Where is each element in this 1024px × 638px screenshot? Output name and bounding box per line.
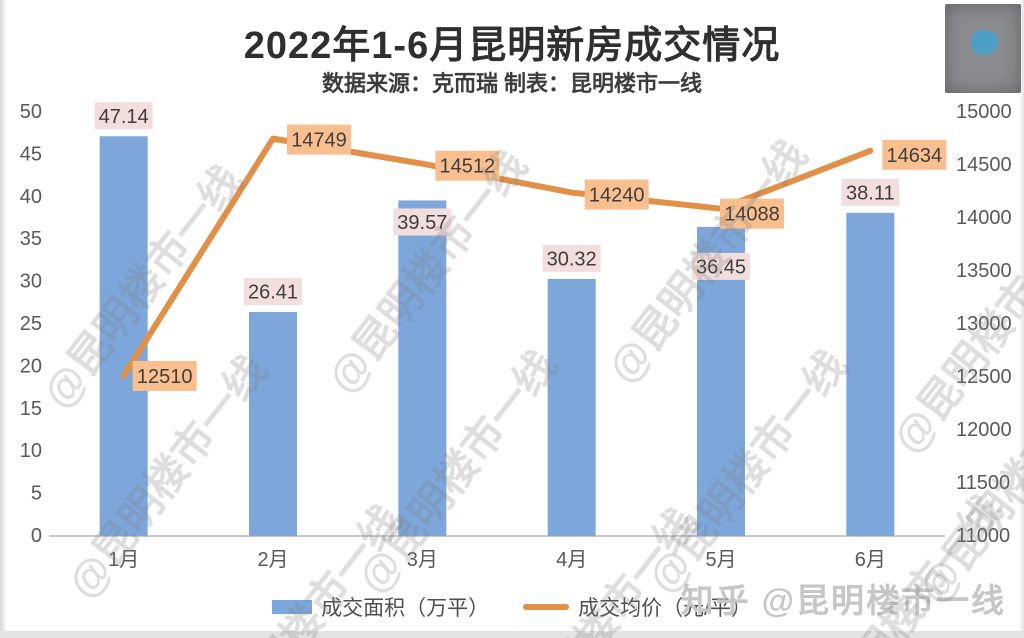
bar-value-label-box [692,252,750,280]
channel-logo [945,4,1021,93]
bar [547,278,596,536]
bar-value-label: 26.41 [248,282,298,304]
bar [249,312,297,536]
bar [846,212,895,536]
line-swatch-icon [523,604,570,610]
left-axis-tick: 45 [20,143,42,165]
left-axis-tick: 40 [20,186,42,208]
line-value-label-box [435,150,500,181]
line-value-label-box [132,360,197,391]
right-axis-tick: 14500 [956,154,1012,176]
bar-value-label-box [393,208,452,236]
legend-label-area: 成交面积（万平） [321,597,490,620]
bar-value-label: 39.57 [397,212,447,234]
chart-legend: 成交面积（万平） 成交均价（元/平） [0,592,1024,622]
bar [99,136,148,536]
bar-value-label-box [542,244,601,272]
right-axis-tick: 14000 [956,207,1012,229]
bar-value-label: 47.14 [99,106,149,128]
bar-swatch-icon [272,600,313,614]
line-value-label-box [882,139,947,170]
x-axis-label: 3月 [407,549,438,571]
image-edge-bottom [0,631,1024,638]
x-axis-label: 2月 [257,549,288,571]
bar-value-label: 30.32 [547,248,597,270]
right-axis-tick: 11500 [956,472,1010,494]
zhihu-credit: 知乎 @昆明楼市一线 [680,582,1006,619]
left-axis-tick: 25 [20,313,42,335]
right-axis-tick: 13000 [956,313,1012,335]
x-axis-label: 5月 [705,549,736,571]
x-axis-label: 1月 [108,549,139,571]
line-value-label-box [584,179,649,210]
bar-value-label: 38.11 [846,182,895,204]
image-edge-right [1019,0,1024,638]
legend-item-price: 成交均价（元/平） [523,592,752,622]
line-value-label: 14088 [724,204,780,226]
left-axis-tick: 30 [20,271,42,293]
right-axis-tick: 12000 [956,419,1012,441]
left-axis-tick: 20 [20,355,42,377]
bar [398,200,447,536]
right-axis-tick: 13500 [956,260,1012,282]
page-title: 2022年1-6月昆明新房成交情况 [243,25,781,67]
left-axis-tick: 10 [20,440,42,462]
left-axis-tick: 35 [20,228,42,250]
bar-value-label: 36.45 [696,256,746,278]
line-value-label: 14512 [440,156,496,178]
page-subtitle: 数据来源：克而瑞 制表：昆明楼市一线 [321,71,703,96]
left-axis-tick: 50 [20,101,42,123]
line-value-label-box [287,124,351,155]
x-axis-label: 4月 [556,549,587,571]
left-axis-tick: 15 [20,398,42,420]
line-value-label-box [720,198,784,229]
line-value-label: 12510 [137,366,193,388]
right-axis-tick: 12500 [956,366,1012,388]
bar-value-label-box [841,178,900,206]
legend-label-price: 成交均价（元/平） [578,597,752,620]
right-axis-tick: 15000 [956,101,1012,123]
line-value-label: 14634 [887,145,943,167]
line-value-label: 14240 [589,185,645,207]
left-axis-tick: 0 [31,525,42,547]
bar-value-label-box [94,102,153,130]
image-edge-left [0,0,7,638]
bar-value-label-box [244,278,302,306]
x-axis-label: 6月 [855,549,886,571]
left-axis-tick: 5 [31,483,42,505]
logo-mark-icon [971,30,998,55]
legend-item-area: 成交面积（万平） [272,592,489,622]
line-value-label: 14749 [291,130,347,152]
right-axis-tick: 11000 [956,525,1010,547]
